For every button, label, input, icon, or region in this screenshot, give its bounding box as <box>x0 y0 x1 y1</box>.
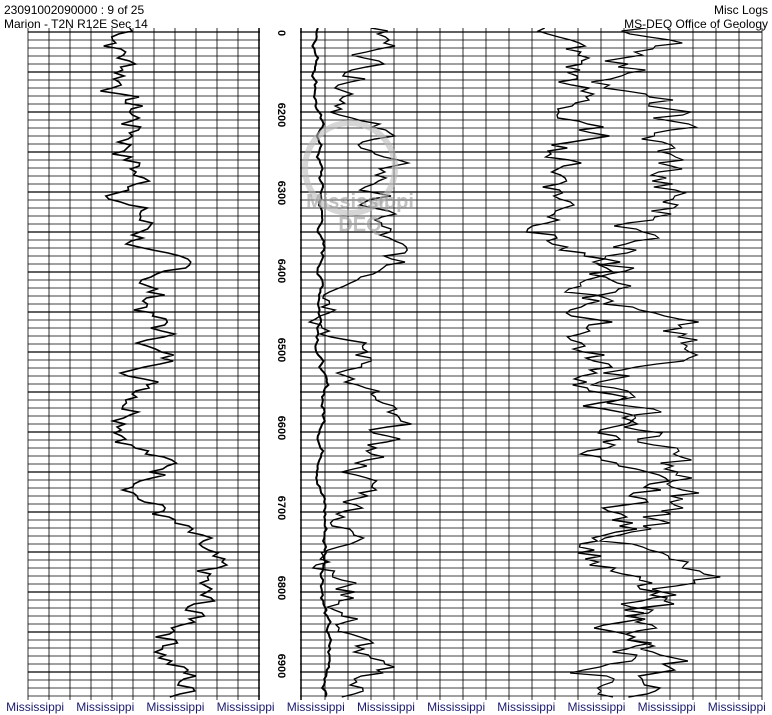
footer-watermark: Mississippi <box>427 700 486 714</box>
depth-label: 6200 <box>275 103 287 127</box>
depth-label: 6900 <box>275 654 287 678</box>
watermark-seal <box>302 120 398 216</box>
footer-watermark: Mississippi <box>146 700 205 714</box>
depth-label: 6800 <box>275 576 287 600</box>
depth-label: 6400 <box>275 259 287 283</box>
well-log-image: 0 6200 6300 6400 6500 6600 6700 6800 6900 Mississ… <box>27 28 763 700</box>
log-type: Misc Logs <box>713 3 768 17</box>
footer-watermark: Mississippi <box>637 700 696 714</box>
footer-watermark: Mississippi <box>356 700 415 714</box>
well-location: Marion - T2N R12E Sec 14 <box>4 17 148 31</box>
log-curve <box>563 28 721 698</box>
depth-label: 6600 <box>275 416 287 440</box>
log-curve <box>307 28 412 698</box>
footer-watermark: Mississippi <box>76 700 135 714</box>
depth-label: 6300 <box>275 181 287 205</box>
footer-watermark: Mississippi <box>216 700 275 714</box>
footer-watermark: Mississippi <box>6 700 65 714</box>
depth-label: 6700 <box>275 496 287 520</box>
footer-watermark: Mississippi <box>707 700 766 714</box>
depth-label: 6500 <box>275 338 287 362</box>
depth-label: 0 <box>275 30 287 36</box>
log-curve <box>100 28 229 698</box>
watermark-text: Mississippi <box>306 191 414 213</box>
footer-watermark: Mississippi <box>497 700 556 714</box>
footer-watermark: Mississippi <box>286 700 345 714</box>
watermark-text: DEQ <box>338 214 381 236</box>
footer-watermarks: Mississippi Mississippi Mississippi Miss… <box>0 700 772 714</box>
well-id: 23091002090000 : 9 of 25 <box>4 3 145 17</box>
log-curve <box>525 28 689 698</box>
footer-watermark: Mississippi <box>567 700 626 714</box>
agency: MS-DEQ Office of Geology <box>624 17 768 31</box>
